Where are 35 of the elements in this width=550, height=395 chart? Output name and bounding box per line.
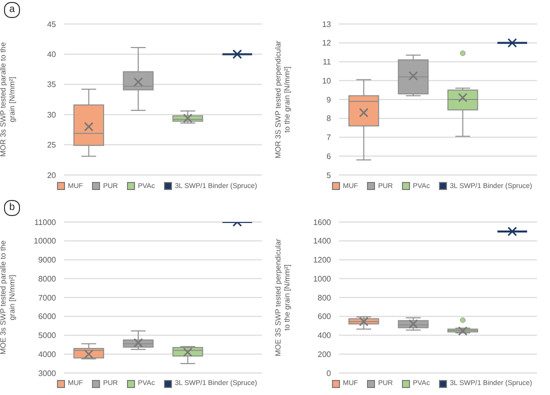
y-tick-label: 7 xyxy=(326,133,332,142)
y-tick-label: 8000 xyxy=(38,274,57,283)
y-tick-label: 35 xyxy=(47,80,57,90)
y-tick-label: 10000 xyxy=(34,236,57,246)
y-tick-label: 6 xyxy=(326,152,332,161)
y-tick-label: 200 xyxy=(318,349,332,358)
y-tick-label: 5 xyxy=(326,170,332,180)
y-tick-label: 11000 xyxy=(34,217,57,226)
y-tick-label: 25 xyxy=(47,140,57,150)
y-tick-label: 40 xyxy=(47,50,57,60)
y-tick-label: 9 xyxy=(326,95,332,104)
y-tick-label: 6000 xyxy=(38,312,57,321)
y-tick-label: 11 xyxy=(322,58,332,67)
y-tick-label: 3000 xyxy=(38,368,57,378)
y-tick-label: 12 xyxy=(322,38,332,48)
y-tick-label: 20 xyxy=(47,170,57,180)
y-tick-label: 13 xyxy=(322,20,332,29)
y-tick-label: 0 xyxy=(326,368,332,378)
y-tick-label: 5000 xyxy=(38,330,57,340)
text: b xyxy=(4,200,20,216)
y-tick-label: 1400 xyxy=(313,236,332,246)
y-tick-label: 9000 xyxy=(38,255,57,264)
y-tick-label: 600 xyxy=(318,312,332,321)
y-tick-label: 7000 xyxy=(38,292,57,302)
y-tick-label: 1600 xyxy=(313,217,332,226)
y-tick-label: 400 xyxy=(318,330,332,340)
y-tick-label: 1000 xyxy=(313,274,332,283)
y-tick-label: 1200 xyxy=(313,255,332,264)
y-tick-label: 10 xyxy=(322,76,332,86)
text: a xyxy=(4,2,20,18)
y-tick-label: 4000 xyxy=(38,349,57,358)
y-tick-label: 800 xyxy=(318,292,332,302)
y-tick-label: 30 xyxy=(47,110,57,120)
y-tick-label: 8 xyxy=(326,114,332,124)
y-tick-label: 45 xyxy=(47,20,57,29)
